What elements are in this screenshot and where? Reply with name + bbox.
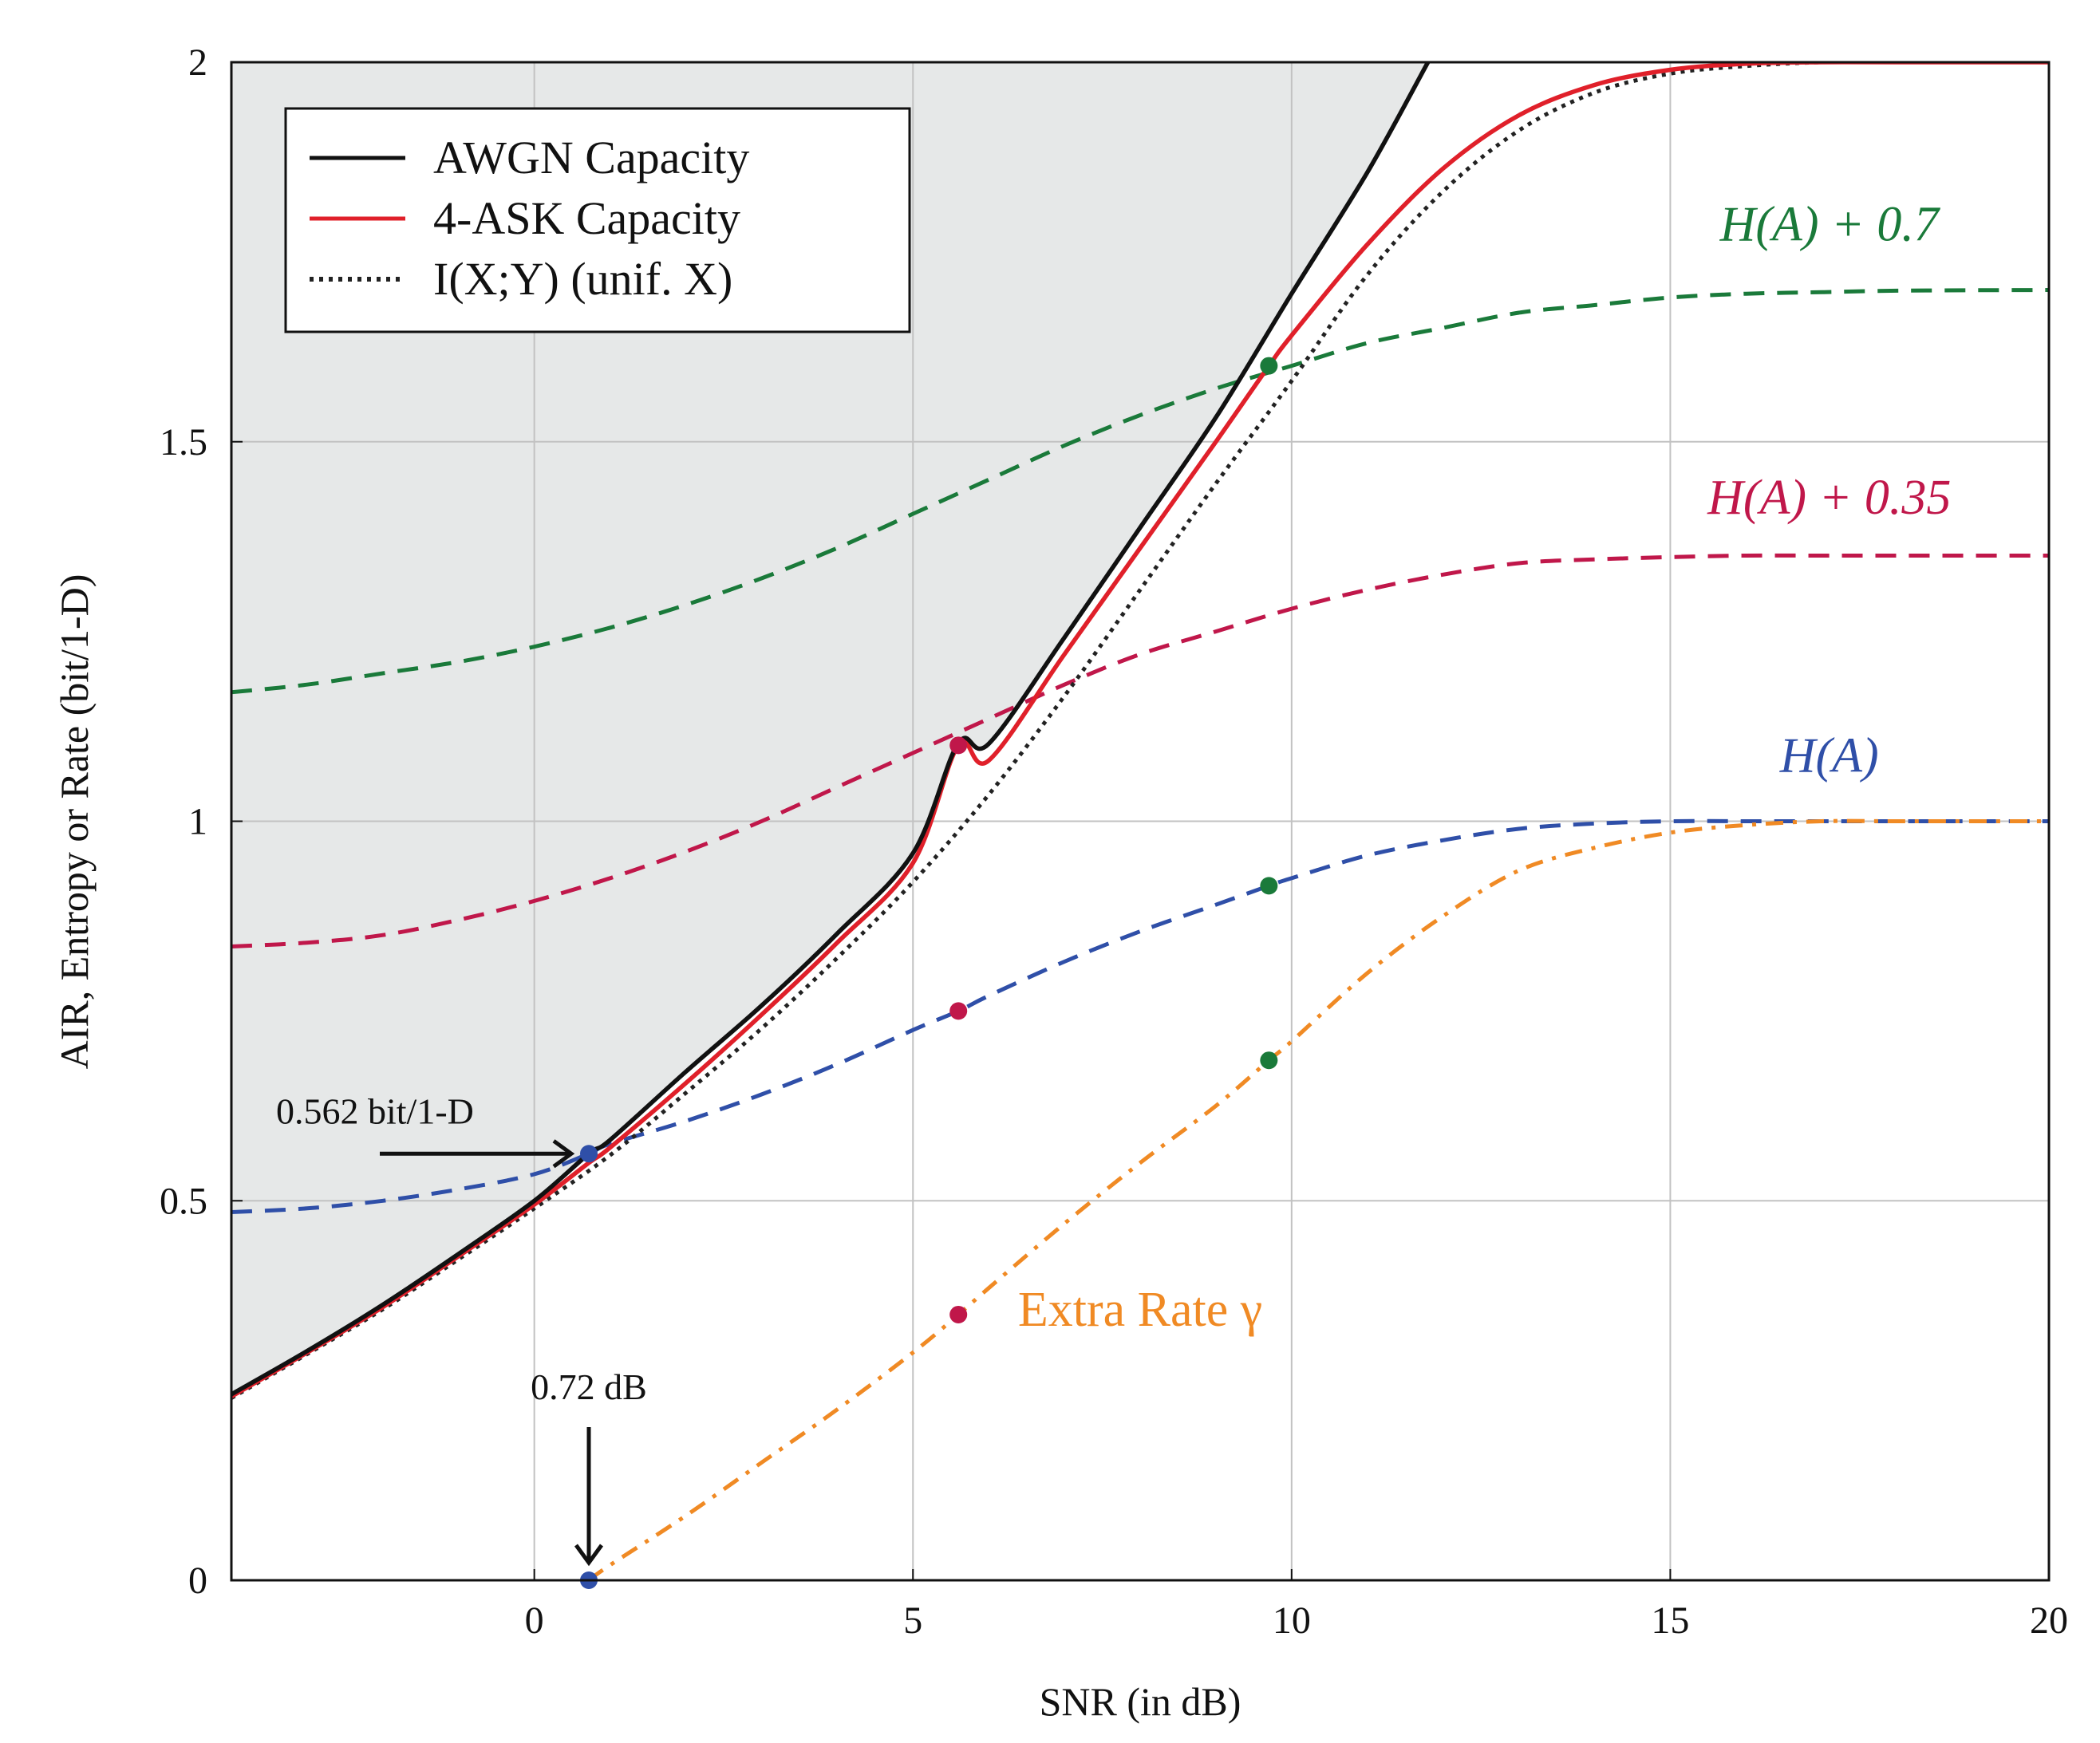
y-tick-label: 1 bbox=[188, 801, 207, 843]
unachievable-region bbox=[231, 62, 1428, 1394]
series-line-4-ask-capacity bbox=[231, 62, 2049, 1399]
curve-label-extra-rate: Extra Rate γ bbox=[1018, 1283, 1262, 1337]
marker-point bbox=[1260, 877, 1278, 895]
y-tick-label: 0 bbox=[188, 1560, 207, 1602]
series-line-extra-rate bbox=[587, 818, 2049, 1580]
annotation-arrowhead-snr bbox=[574, 1544, 604, 1567]
y-tick-label: 1.5 bbox=[160, 421, 207, 463]
y-tick-label: 0.5 bbox=[160, 1180, 207, 1222]
curve-label-h-a: H(A) bbox=[1779, 729, 1879, 783]
marker-point bbox=[580, 1145, 598, 1163]
annotation-arrowhead-rate bbox=[552, 1139, 575, 1169]
x-axis-title: SNR (in dB) bbox=[1040, 1679, 1241, 1724]
series-line-awgn-capacity bbox=[231, 62, 1431, 1397]
marker-point bbox=[1260, 1051, 1278, 1070]
marker-point bbox=[949, 736, 968, 755]
y-axis-title: AIR, Entropy or Rate (bit/1-D) bbox=[52, 574, 97, 1070]
x-tick-label: 10 bbox=[1273, 1599, 1311, 1642]
annotation-snr-label: 0.72 dB bbox=[531, 1366, 647, 1407]
x-tick-label: 5 bbox=[903, 1599, 922, 1642]
x-tick-label: 0 bbox=[525, 1599, 544, 1642]
annotation-rate-label: 0.562 bit/1-D bbox=[276, 1090, 474, 1131]
curve-label-h-a-0-7: H(A) + 0.7 bbox=[1719, 198, 1941, 252]
legend-label-4-ask-capacity: 4-ASK Capacity bbox=[433, 192, 740, 244]
marker-point bbox=[949, 1002, 968, 1020]
y-tick-label: 2 bbox=[188, 41, 207, 84]
x-tick-label: 20 bbox=[2030, 1599, 2068, 1642]
marker-point bbox=[1260, 357, 1278, 375]
series-line-i-x-y-unif-x bbox=[231, 62, 2049, 1400]
series-line-h-a-0-7 bbox=[231, 288, 2049, 695]
legend-label-i-x-y-unif-x: I(X;Y) (unif. X) bbox=[433, 253, 732, 305]
marker-point bbox=[949, 1305, 968, 1323]
legend-label-awgn-capacity: AWGN Capacity bbox=[433, 132, 749, 183]
curve-label-h-a-0-35: H(A) + 0.35 bbox=[1707, 471, 1951, 525]
series-line-h-a-0-35 bbox=[231, 553, 2049, 948]
x-tick-label: 15 bbox=[1651, 1599, 1689, 1642]
